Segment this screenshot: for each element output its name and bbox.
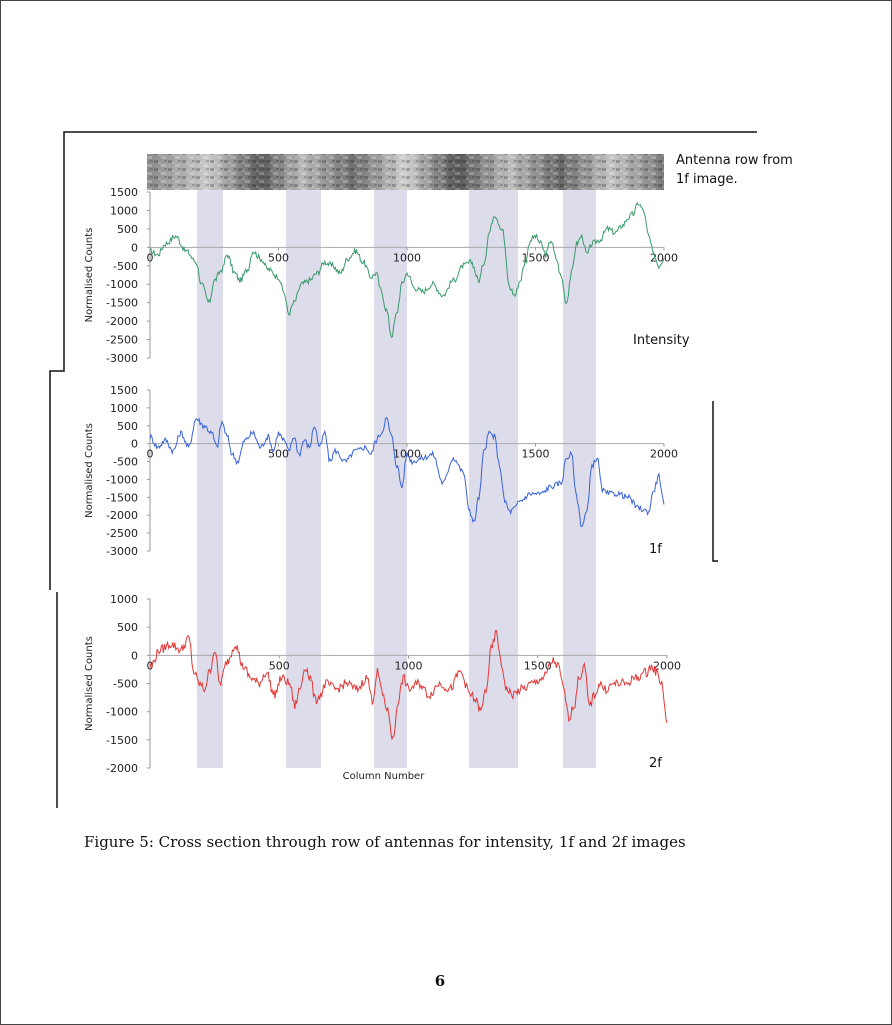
y-tick-label: -1000	[106, 278, 138, 291]
antenna-band-3	[374, 190, 407, 768]
figure-caption: Figure 5: Cross section through row of a…	[84, 833, 686, 851]
y-tick-label: -1000	[106, 706, 138, 719]
y-tick-label: 1000	[110, 402, 138, 415]
x-tick-label: 2000	[653, 659, 681, 672]
y-tick-label: 0	[131, 241, 138, 254]
x-axis-title: Column Number	[343, 771, 426, 782]
charts: 1500 1000 500 0 -500 -1000 -1500 -2000 -2500 -300…	[84, 186, 681, 782]
y-tick-label: -1500	[106, 734, 138, 747]
y-tick-label: -2000	[106, 762, 138, 775]
x-tick-label: 1500	[524, 659, 552, 672]
x-tick-label: 1000	[395, 659, 423, 672]
x-tick-label: 2000	[650, 251, 678, 264]
x-tick-label: 0	[147, 659, 154, 672]
x-tick-label: 500	[269, 659, 290, 672]
series-line-1f	[149, 416, 665, 528]
y-tick-label: 500	[117, 420, 138, 433]
x-tick-label: 0	[147, 251, 154, 264]
y-tick-label: -1500	[106, 491, 138, 504]
panel-label-2f: 2f	[649, 756, 662, 771]
y-tick-label: -3000	[106, 352, 138, 365]
antenna-strip	[147, 154, 664, 190]
y-tick-label: 500	[117, 223, 138, 236]
y-axis-title: Normalised Counts	[84, 423, 95, 518]
y-tick-label: -2000	[106, 315, 138, 328]
x-tick-label: 2000	[650, 448, 678, 461]
y-tick-label: -2500	[106, 527, 138, 540]
y-tick-label: 0	[131, 438, 138, 451]
y-tick-label: 1500	[110, 384, 138, 397]
chart-panel-1: 1500 1000 500 0 -500 -1000 -1500 -2000 -2500 -300…	[84, 186, 678, 365]
y-tick-label: -500	[113, 678, 138, 691]
page-number: 6	[434, 972, 446, 990]
x-tick-label: 1500	[522, 448, 550, 461]
x-tick-label: 500	[268, 251, 289, 264]
antenna-band-5	[563, 190, 596, 768]
strip-label-line1: Antenna row from	[676, 153, 793, 168]
y-tick-label: -2500	[106, 334, 138, 347]
y-tick-label: -500	[113, 260, 138, 273]
y-tick-label: -3000	[106, 545, 138, 558]
y-axis-title: Normalised Counts	[84, 228, 95, 323]
antenna-band-2	[286, 190, 321, 768]
y-tick-label: 1000	[110, 204, 138, 217]
frame-lines	[49, 131, 757, 808]
chart-panel-3: 1000 500 0 -500 -1000 -1500 -2000 0 500 1000 1500 2…	[84, 593, 681, 782]
y-tick-label: 1000	[110, 593, 138, 606]
y-tick-label: -2000	[106, 509, 138, 522]
y-tick-label: -500	[113, 456, 138, 469]
strip-label-line2: 1f image.	[676, 172, 738, 187]
panel-label-1f: 1f	[649, 542, 662, 557]
x-tick-label: 500	[268, 448, 289, 461]
y-tick-label: -1000	[106, 473, 138, 486]
y-tick-label: 0	[131, 649, 138, 662]
y-tick-label: 1500	[110, 186, 138, 199]
x-tick-label: 1000	[393, 251, 421, 264]
x-tick-label: 1500	[522, 251, 550, 264]
series-line-Intensity	[150, 201, 665, 339]
antenna-band-4	[469, 190, 518, 768]
y-tick-label: 500	[117, 621, 138, 634]
series-line-2f	[149, 629, 668, 740]
y-axis-title: Normalised Counts	[84, 636, 95, 731]
y-tick-label: -1500	[106, 297, 138, 310]
chart-panel-2: 1500 1000 500 0 -500 -1000 -1500 -2000 -2500 -300…	[84, 384, 678, 558]
panel-label-intensity: Intensity	[633, 333, 690, 348]
x-tick-label: 0	[147, 448, 154, 461]
